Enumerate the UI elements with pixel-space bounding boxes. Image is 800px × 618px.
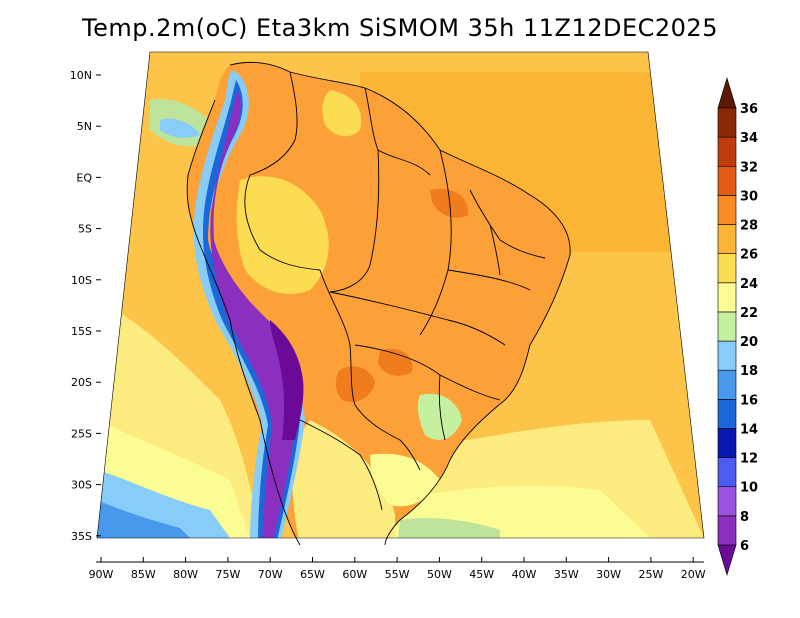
colombia-venezuela-border (249, 71, 298, 176)
brazil-state-sp (438, 374, 446, 441)
chaco-hot-core (335, 366, 375, 402)
colorbar-label: 28 (740, 219, 758, 234)
colorbar-segment (717, 311, 737, 342)
colorbar-segment (717, 369, 737, 400)
colorbar-labels: 6 8 10 12 14 16 18 20 22 24 26 28 30 32 34 36 (740, 102, 758, 554)
lat-label: 25S (71, 427, 92, 440)
colorbar-label: 36 (740, 102, 758, 117)
pantanal-hot-core (378, 348, 413, 376)
brazil-state-ne (469, 189, 546, 259)
colorbar-label: 24 (740, 277, 758, 292)
colorbar-label: 18 (740, 364, 758, 379)
lon-label: 40W (512, 568, 537, 581)
lat-label: 10N (70, 69, 92, 82)
colorbar-segment (717, 224, 737, 254)
bolivia-brazil-border (319, 269, 356, 406)
lat-label: 5N (77, 120, 92, 133)
southern-cone-cool (292, 420, 395, 538)
projection-frame (96, 51, 705, 539)
colorbar-segment (717, 282, 737, 313)
colorbar-max-triangle (717, 76, 737, 109)
lat-label: 35S (71, 530, 92, 543)
political-boundaries (186, 61, 571, 546)
lon-label: 65W (300, 568, 325, 581)
brazil-state-bahia (447, 269, 531, 291)
map-title: Temp.2m(oC) Eta3km SiSMOM 35h 11Z12DEC20… (82, 14, 718, 42)
ocean-colder-band (97, 500, 190, 538)
pacific-cold-lobe (160, 118, 200, 138)
brazil-state-east (419, 149, 452, 336)
colorbar-min-triangle (717, 544, 737, 577)
colorbar-segments (717, 76, 737, 577)
lat-label: 5S (78, 223, 92, 236)
lat-label: EQ (76, 171, 92, 184)
maranhao-hot-core (430, 188, 469, 218)
colorbar-segment (717, 195, 737, 225)
colorbar-label: 30 (740, 189, 758, 204)
brazil-state-ne2 (489, 224, 501, 276)
colorbar-label: 12 (740, 452, 758, 467)
se-highland-cool (417, 393, 462, 440)
latitude-labels: 10N 5N EQ 5S 10S 15S 20S 25S 30S 35S (70, 69, 101, 543)
colorbar-segment (717, 107, 737, 138)
lon-label: 75W (215, 568, 240, 581)
guiana-yellow-area (322, 90, 362, 137)
colorbar-segment (717, 136, 737, 167)
continent-coastline (229, 61, 571, 546)
atlantic-cold-band (398, 518, 500, 538)
brazil-state-para (329, 149, 380, 293)
paraguay-border (354, 404, 421, 471)
lat-label: 20S (71, 376, 92, 389)
colorbar-segment (717, 457, 737, 488)
lon-label: 60W (342, 568, 367, 581)
map-area: 10N 5N EQ 5S 10S 15S 20S 25S 30S 35S 90W 85W 80W 75W… (70, 51, 706, 581)
lon-label: 30W (596, 568, 621, 581)
colorbar-segment (717, 399, 737, 429)
colorbar-label: 10 (740, 481, 758, 496)
longitude-labels: 90W 85W 80W 75W 70W 65W 60W 55W 50W 45W 40W 35W 30W 2… (89, 557, 706, 581)
colorbar-segment (717, 515, 737, 546)
lat-label: 15S (71, 325, 92, 338)
argentina-border (299, 419, 383, 511)
colorbar-segment (717, 340, 737, 371)
colorbar-label: 8 (740, 510, 749, 525)
lon-label: 45W (469, 568, 494, 581)
uruguay-cool (370, 453, 440, 507)
pacific-coastline (186, 99, 301, 546)
peru-brazil-border (244, 174, 321, 271)
andes-frigid-ridge (210, 90, 296, 538)
colorbar-label: 20 (740, 335, 758, 350)
lon-label: 90W (89, 568, 114, 581)
colorbar: 6 8 10 12 14 16 18 20 22 24 26 28 30 32 34 36 (717, 76, 758, 577)
lat-label: 30S (71, 479, 92, 492)
lat-label: 10S (71, 274, 92, 287)
colorbar-label: 32 (740, 160, 758, 175)
colorbar-segment (717, 165, 737, 196)
colorbar-segment (717, 428, 737, 458)
altiplano-core (270, 320, 304, 440)
lon-label: 85W (131, 568, 156, 581)
lon-label: 25W (638, 568, 663, 581)
colorbar-label: 16 (740, 393, 758, 408)
colorbar-segment (717, 486, 737, 517)
lon-label: 55W (385, 568, 410, 581)
colorbar-label: 14 (740, 422, 758, 437)
colorbar-label: 34 (740, 131, 758, 146)
brazil-state-central (329, 291, 506, 346)
colorbar-segment (717, 253, 737, 284)
lon-label: 20W (681, 568, 706, 581)
colorbar-label: 26 (740, 248, 758, 263)
colorbar-label: 6 (740, 539, 749, 554)
colorbar-label: 22 (740, 306, 758, 321)
lon-label: 70W (258, 568, 283, 581)
lon-label: 80W (173, 568, 198, 581)
lon-label: 50W (427, 568, 452, 581)
amazon-yellow-area (236, 176, 329, 294)
brazil-state-south-central (354, 344, 501, 401)
lon-label: 35W (554, 568, 579, 581)
